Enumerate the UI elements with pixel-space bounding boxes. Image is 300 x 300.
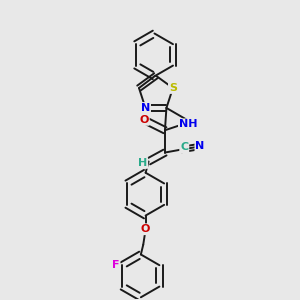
Text: N: N (195, 141, 205, 151)
Text: S: S (169, 83, 177, 93)
Text: F: F (112, 260, 119, 270)
Text: O: O (140, 115, 149, 125)
Text: N: N (141, 103, 150, 113)
Text: H: H (138, 158, 147, 168)
Text: C: C (180, 142, 188, 152)
Text: O: O (141, 224, 150, 234)
Text: NH: NH (179, 119, 197, 129)
